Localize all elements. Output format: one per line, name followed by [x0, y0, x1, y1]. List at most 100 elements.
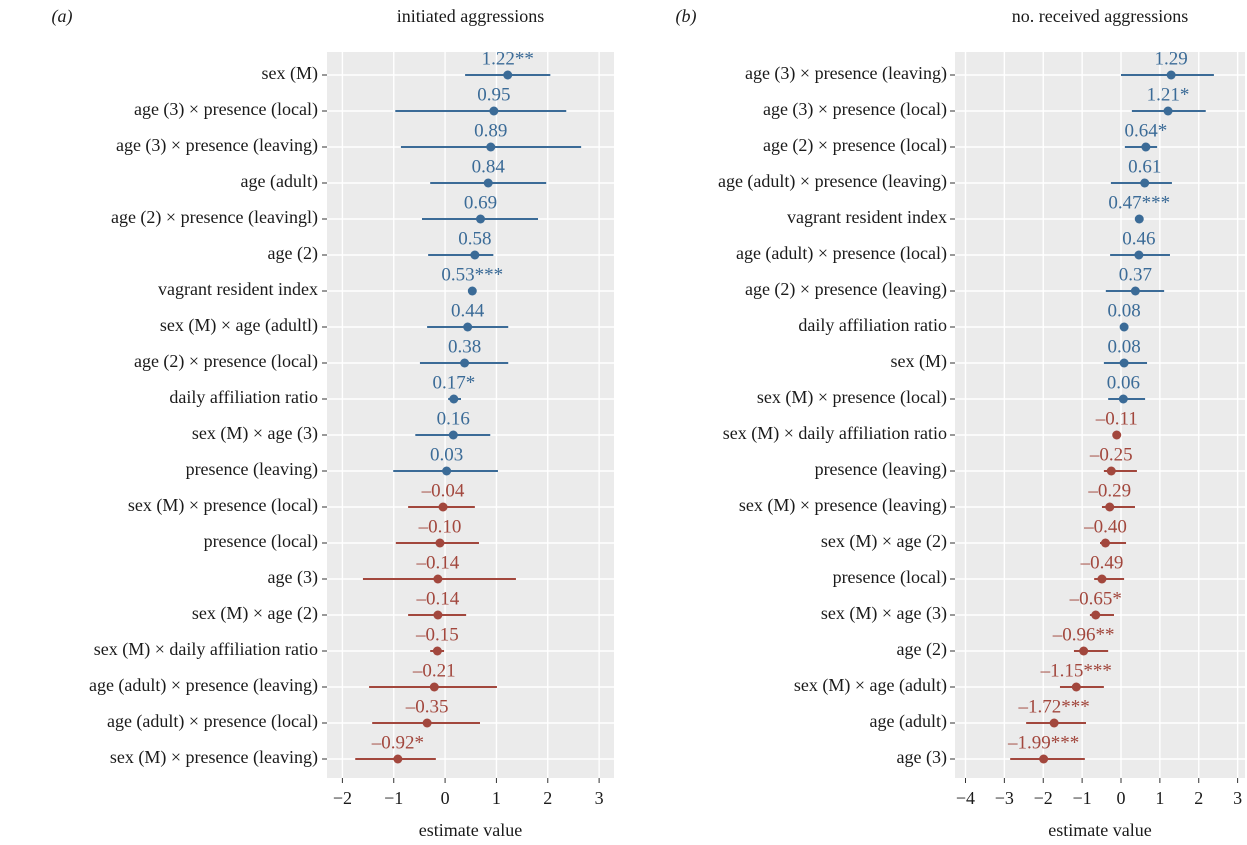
estimate-point: [442, 466, 452, 476]
value-label: –0.92*: [371, 732, 424, 753]
estimate-point: [1134, 250, 1144, 260]
x-tick-label: 0: [441, 788, 450, 808]
estimate-point: [1079, 646, 1089, 656]
category-label: age (3) × presence (local): [134, 99, 318, 120]
estimate-point: [1130, 286, 1140, 296]
plot-background: [327, 52, 614, 778]
category-label: presence (local): [204, 531, 318, 552]
estimate-point: [1163, 106, 1173, 116]
category-label: sex (M) × age (adultl): [160, 315, 318, 336]
value-label: –0.25: [1089, 444, 1133, 465]
value-label: –0.04: [421, 480, 465, 501]
value-label: 0.69: [464, 192, 497, 213]
value-label: 0.53***: [441, 264, 503, 285]
value-label: 0.08: [1107, 300, 1140, 321]
category-label: age (2): [268, 243, 318, 264]
estimate-point: [449, 394, 459, 404]
category-label: sex (M) × age (2): [192, 603, 318, 624]
estimate-point: [467, 286, 477, 296]
category-label: sex (M) × daily affiliation ratio: [723, 423, 947, 444]
estimate-point: [489, 106, 499, 116]
estimate-point: [433, 574, 443, 584]
estimate-point: [1105, 502, 1115, 512]
category-label: age (adult) × presence (leaving): [718, 171, 947, 192]
category-label: sex (M) × presence (leaving): [739, 495, 947, 516]
estimate-point: [1118, 394, 1128, 404]
estimate-point: [1166, 70, 1176, 80]
value-label: 0.17*: [432, 372, 475, 393]
x-tick-label: −1: [384, 788, 403, 808]
value-label: –1.99***: [1007, 732, 1079, 753]
estimate-point: [463, 322, 473, 332]
category-label: age (adult) × presence (local): [736, 243, 947, 264]
estimate-point: [1100, 538, 1110, 548]
estimate-point: [470, 250, 480, 260]
category-label: sex (M) × age (adult): [794, 675, 947, 696]
value-label: –0.10: [418, 516, 462, 537]
estimate-point: [1049, 718, 1059, 728]
category-label: age (adult): [241, 171, 318, 192]
value-label: 0.46: [1122, 228, 1155, 249]
estimate-point: [1119, 322, 1129, 332]
value-label: 0.89: [474, 120, 507, 141]
estimate-point: [460, 358, 470, 368]
category-label: age (3) × presence (leaving): [745, 63, 947, 84]
x-tick-label: −1: [1073, 788, 1092, 808]
category-label: sex (M) × presence (local): [128, 495, 318, 516]
category-label: presence (local): [833, 567, 947, 588]
category-label: age (2) × presence (leaving): [745, 279, 947, 300]
category-label: daily affiliation ratio: [169, 387, 318, 407]
category-label: presence (leaving): [815, 459, 947, 480]
estimate-point: [1097, 574, 1107, 584]
category-label: age (2) × presence (leavingl): [111, 207, 318, 228]
estimate-point: [422, 718, 432, 728]
estimate-point: [503, 70, 513, 80]
estimate-point: [476, 214, 486, 224]
category-label: sex (M) × age (3): [821, 603, 947, 624]
category-label: age (3): [268, 567, 318, 588]
x-tick-label: 2: [1194, 788, 1203, 808]
estimate-point: [432, 646, 442, 656]
category-label: daily affiliation ratio: [798, 315, 947, 335]
category-label: sex (M): [891, 351, 948, 372]
x-tick-label: 0: [1116, 788, 1125, 808]
value-label: –0.49: [1080, 552, 1124, 573]
category-label: sex (M) × presence (leaving): [110, 747, 318, 768]
category-label: sex (M) × age (2): [821, 531, 947, 552]
value-label: 0.03: [430, 444, 463, 465]
x-tick-label: −2: [1034, 788, 1053, 808]
category-label: vagrant resident index: [787, 207, 947, 227]
x-tick-label: 1: [1155, 788, 1164, 808]
x-axis-label: estimate value: [419, 820, 522, 840]
category-label: age (adult): [870, 711, 947, 732]
category-label: sex (M) × daily affiliation ratio: [94, 639, 318, 660]
value-label: 0.44: [451, 300, 485, 321]
x-axis-label: estimate value: [1048, 820, 1151, 840]
value-label: 0.95: [477, 84, 510, 105]
value-label: 0.37: [1119, 264, 1152, 285]
value-label: –0.15: [415, 624, 459, 645]
category-label: presence (leaving): [186, 459, 318, 480]
x-tick-label: −3: [995, 788, 1014, 808]
estimate-point: [393, 754, 403, 764]
estimate-point: [438, 502, 448, 512]
category-label: sex (M) × presence (local): [757, 387, 947, 408]
value-label: 0.38: [448, 336, 481, 357]
panel-label: (a): [52, 6, 73, 27]
value-label: –1.15***: [1040, 660, 1112, 681]
estimate-point: [1112, 430, 1122, 440]
category-label: age (adult) × presence (leaving): [89, 675, 318, 696]
value-label: –0.14: [416, 588, 460, 609]
value-label: –0.29: [1087, 480, 1131, 501]
value-label: –1.72***: [1018, 696, 1090, 717]
estimate-point: [1106, 466, 1116, 476]
x-tick-label: 1: [492, 788, 501, 808]
value-label: –0.40: [1083, 516, 1127, 537]
value-label: –0.11: [1095, 408, 1138, 429]
estimate-point: [1119, 358, 1129, 368]
value-label: 0.16: [437, 408, 470, 429]
x-tick-label: 2: [543, 788, 552, 808]
estimate-point: [448, 430, 458, 440]
